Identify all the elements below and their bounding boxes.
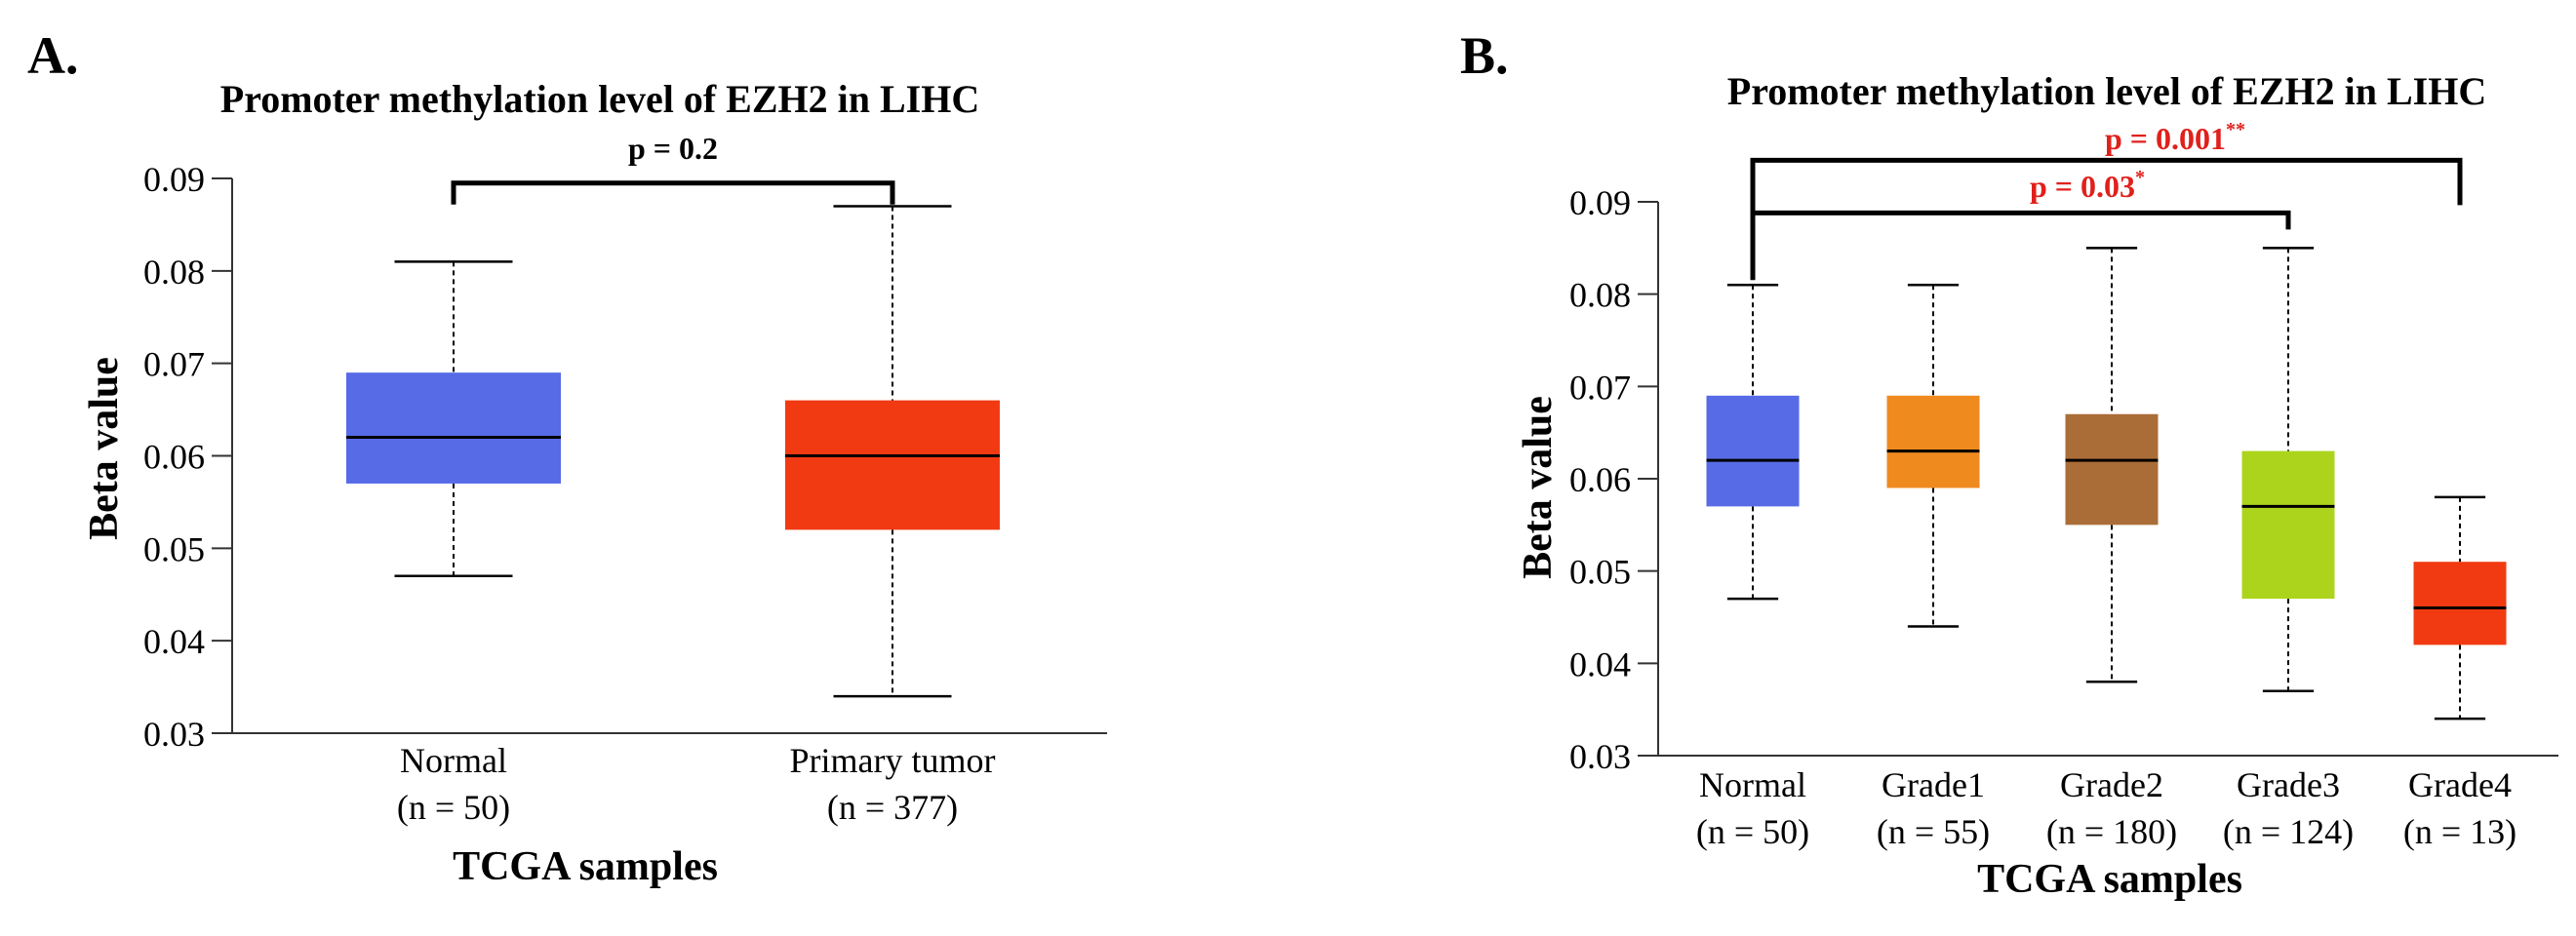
panel-b-category-count: (n = 13) — [2403, 812, 2517, 851]
panel-b-category-label: Grade1 — [1882, 765, 1985, 804]
panel-a-y-tick-label: 0.07 — [143, 345, 205, 384]
panel-b-significance-stars: * — [2135, 167, 2145, 188]
panel-a-box-primary-tumor — [785, 205, 1000, 698]
panel-b-p-value: p = 0.03* — [2030, 167, 2145, 204]
iqr-box — [785, 400, 1000, 530]
panel-a-y-tick-label: 0.04 — [143, 622, 205, 661]
panel-a-y-axis-label: Beta value — [82, 357, 127, 540]
panel-a-category-label: Primary tumor — [790, 741, 996, 780]
panel-a-box-normal — [346, 260, 561, 578]
panel-a-chart: A. Promoter methylation level of EZH2 in… — [27, 26, 1107, 889]
panel-a-y-tick-label: 0.09 — [143, 160, 205, 199]
panel-a-y-tick-label: 0.06 — [143, 438, 205, 477]
panel-b-plot-area: 0.03 0.04 0.05 0.06 0.07 0.08 0.09 Normal (n = 5… — [1569, 119, 2558, 851]
panel-b-x-axis-label: TCGA samples — [1977, 857, 2242, 902]
panel-b-significance-stars: ** — [2226, 119, 2245, 140]
panel-b-y-tick-label: 0.08 — [1569, 276, 1631, 315]
panel-b-y-tick-label: 0.05 — [1569, 553, 1631, 592]
panel-b-label: B. — [1460, 26, 1509, 85]
iqr-box — [2241, 450, 2335, 600]
panel-b-y-tick-label: 0.07 — [1569, 368, 1631, 407]
panel-b-box-grade4 — [2413, 495, 2507, 721]
panel-b-box-grade2 — [2065, 247, 2159, 683]
panel-b-category-label: Grade2 — [2060, 765, 2163, 804]
iqr-box — [1706, 395, 1800, 507]
panel-b-comparison-bracket — [1750, 210, 2291, 230]
panel-b-box-grade3 — [2241, 247, 2335, 692]
panel-a-x-axis-label: TCGA samples — [453, 844, 718, 889]
iqr-box — [2065, 413, 2159, 526]
panel-b-chart: B. Promoter methylation level of EZH2 in… — [1460, 26, 2558, 902]
panel-b-comparison-bracket — [1750, 157, 2463, 281]
panel-a-p-value: p = 0.2 — [628, 131, 718, 166]
iqr-box — [1886, 395, 1980, 488]
panel-b-y-tick-label: 0.09 — [1569, 183, 1631, 222]
panel-b-y-tick-label: 0.04 — [1569, 644, 1631, 683]
iqr-box — [2413, 562, 2507, 645]
panel-b-category-label: Grade4 — [2408, 765, 2512, 804]
panel-a-label: A. — [27, 26, 79, 85]
panel-a-y-tick-label: 0.05 — [143, 529, 205, 568]
panel-b-category-count: (n = 50) — [1696, 812, 1809, 851]
panel-b-box-grade1 — [1886, 283, 1980, 628]
panel-a-comparison-bracket — [451, 180, 895, 205]
panel-a-category-count: (n = 377) — [827, 788, 958, 827]
panel-b-category-label: Normal — [1699, 765, 1806, 804]
panel-b-category-count: (n = 180) — [2046, 812, 2177, 851]
panel-b-y-tick-label: 0.03 — [1569, 737, 1631, 776]
panel-b-box-normal — [1706, 283, 1800, 601]
panel-b-category-count: (n = 124) — [2223, 812, 2354, 851]
panel-a-plot-area: 0.03 0.04 0.05 0.06 0.07 0.08 0.09 Normal (n = 5… — [143, 131, 1107, 827]
panel-b-y-tick-label: 0.06 — [1569, 460, 1631, 499]
panel-b-y-axis-label: Beta value — [1516, 396, 1561, 579]
panel-b-category-label: Grade3 — [2237, 765, 2340, 804]
panel-b-p-value: p = 0.001** — [2105, 119, 2245, 156]
iqr-box — [346, 372, 561, 484]
panel-b-category-count: (n = 55) — [1877, 812, 1990, 851]
panel-a-y-tick-label: 0.03 — [143, 715, 205, 754]
panel-a-category-count: (n = 50) — [397, 788, 510, 827]
panel-a-y-tick-label: 0.08 — [143, 253, 205, 292]
panel-b-title: Promoter methylation level of EZH2 in LI… — [1727, 69, 2486, 113]
panel-a-title: Promoter methylation level of EZH2 in LI… — [220, 77, 979, 121]
panel-a-category-label: Normal — [400, 741, 507, 780]
